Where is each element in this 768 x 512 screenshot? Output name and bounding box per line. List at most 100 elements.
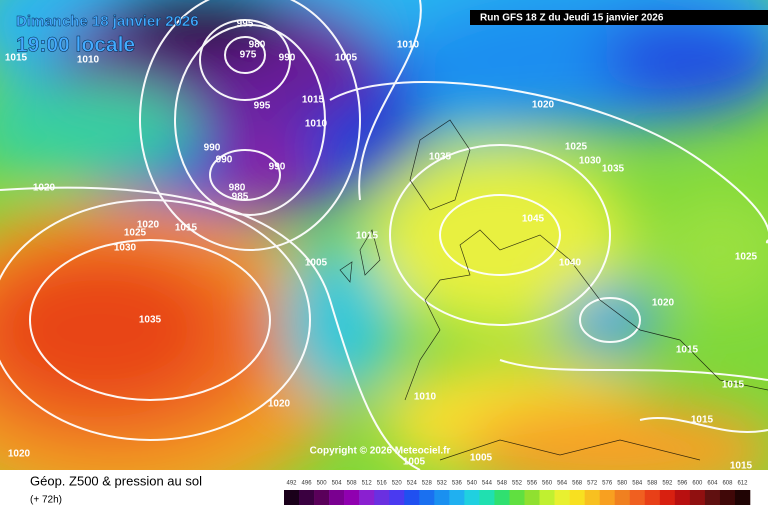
scale-swatch: [644, 490, 661, 505]
scale-label: 592: [662, 481, 673, 487]
scale-label: 524: [407, 481, 418, 487]
scale-swatch: [524, 490, 540, 505]
scale-swatch: [719, 490, 736, 505]
isobar-label: 980: [249, 40, 266, 51]
isobar-label: 1025: [124, 228, 147, 239]
scale-swatch: [509, 490, 525, 505]
scale-label: 568: [572, 481, 583, 487]
scale-swatch: [419, 490, 435, 505]
scale-swatch: [314, 490, 330, 505]
scale-label: 540: [467, 481, 478, 487]
scale-swatch: [734, 490, 751, 505]
scale-label: 544: [482, 481, 493, 487]
scale-swatch: [614, 490, 631, 505]
scale-swatch: [689, 490, 706, 505]
scale-swatch: [404, 490, 420, 505]
isobar-label: 1005: [470, 453, 493, 464]
scale-swatch: [584, 490, 600, 505]
isobar-label: 1025: [565, 142, 588, 153]
isobar-label: 1015: [730, 461, 753, 472]
isobar-label: 990: [204, 143, 221, 154]
scale-swatch: [659, 490, 676, 505]
run-banner: [470, 10, 768, 25]
isobar-label: 1015: [302, 95, 325, 106]
scale-label: 560: [542, 481, 553, 487]
legend-title: Géop. Z500 & pression au sol: [30, 473, 202, 488]
isobar-label: 1010: [77, 55, 100, 66]
scale-swatch: [704, 490, 721, 505]
scale-swatch: [284, 490, 300, 505]
isobar-label: 1045: [522, 214, 545, 225]
isobar-label: 1020: [652, 298, 675, 309]
isobar-label: 975: [240, 50, 257, 61]
map-time: 19:00 locale: [16, 34, 135, 57]
scale-label: 612: [737, 481, 748, 487]
scale-swatch: [479, 490, 495, 505]
scale-label: 512: [362, 481, 373, 487]
isobar-label: 985: [232, 192, 249, 203]
isobar-label: 1035: [602, 164, 625, 175]
scale-swatch: [374, 490, 390, 505]
run-info: Run GFS 18 Z du Jeudi 15 janvier 2026: [480, 13, 664, 24]
isobar-label: 1020: [532, 100, 555, 111]
scale-label: 504: [332, 481, 343, 487]
isobar-label: 1015: [175, 223, 198, 234]
scale-label: 604: [707, 481, 718, 487]
scale-swatch: [494, 490, 510, 505]
isobar-label: 1020: [268, 399, 291, 410]
scale-label: 580: [617, 481, 628, 487]
scale-swatch: [449, 490, 465, 505]
scale-label: 492: [287, 481, 298, 487]
isobar-label: 1015: [691, 415, 714, 426]
isobar-label: 990: [279, 53, 296, 64]
isobar-label: 1035: [429, 152, 452, 163]
isobar-label: 1005: [335, 53, 358, 64]
scale-label: 508: [347, 481, 358, 487]
scale-label: 552: [512, 481, 523, 487]
isobar-label: 1015: [356, 231, 379, 242]
isobar-label: 1020: [8, 449, 31, 460]
scale-swatch: [359, 490, 375, 505]
map-date: Dimanche 18 janvier 2026: [16, 13, 199, 30]
isobar-label: 1020: [33, 183, 56, 194]
isobar-label: 1035: [139, 315, 162, 326]
isobar-label: 995: [237, 19, 254, 30]
isobar-label: 1040: [559, 258, 582, 269]
scale-swatch: [464, 490, 480, 505]
scale-label: 556: [527, 481, 538, 487]
isobar-label: 1015: [676, 345, 699, 356]
isobar-label: 1010: [305, 119, 328, 130]
scale-swatch: [599, 490, 616, 505]
scale-label: 596: [677, 481, 688, 487]
scale-label: 496: [302, 481, 313, 487]
scale-label: 564: [557, 481, 568, 487]
isobar-label: 1005: [305, 258, 328, 269]
isobar-label: 990: [269, 162, 286, 173]
scale-swatch: [329, 490, 345, 505]
scale-swatch: [629, 490, 646, 505]
scale-label: 600: [692, 481, 703, 487]
isobar-label: 1010: [414, 392, 437, 403]
scale-swatch: [674, 490, 691, 505]
isobar-label: 1005: [403, 457, 426, 468]
scale-label: 584: [632, 481, 643, 487]
scale-swatch: [569, 490, 585, 505]
scale-swatch: [554, 490, 570, 505]
scale-swatch: [299, 490, 315, 505]
scale-swatch: [344, 490, 360, 505]
isobar-label: 980: [229, 183, 246, 194]
scale-label: 500: [317, 481, 328, 487]
isobar-label: 1020: [137, 220, 160, 231]
isobar-label: 995: [254, 101, 271, 112]
legend-subtitle: (+ 72h): [30, 495, 62, 506]
scale-label: 588: [647, 481, 658, 487]
scale-swatch: [434, 490, 450, 505]
scale-label: 536: [452, 481, 463, 487]
scale-label: 576: [602, 481, 613, 487]
isobar-label: 990: [216, 155, 233, 166]
scale-label: 520: [392, 481, 403, 487]
scale-label: 532: [437, 481, 448, 487]
scale-swatch: [539, 490, 555, 505]
scale-label: 548: [497, 481, 508, 487]
